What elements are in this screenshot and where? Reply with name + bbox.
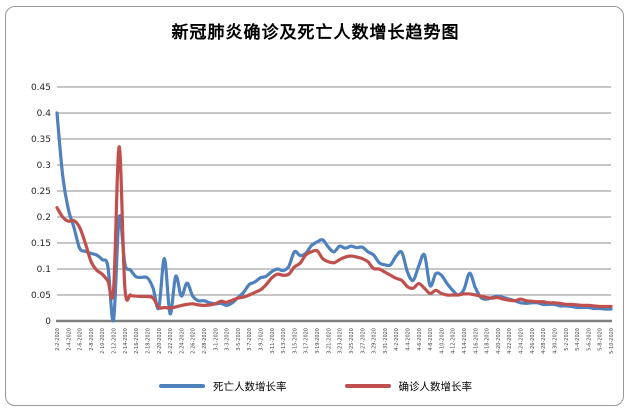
svg-text:2-24-2020: 2-24-2020 (179, 328, 185, 354)
svg-text:5-2-2020: 5-2-2020 (564, 328, 570, 351)
svg-text:4-10-2020: 4-10-2020 (439, 328, 445, 354)
legend-line-sample-blue (159, 384, 205, 388)
svg-text:4-26-2020: 4-26-2020 (530, 328, 536, 354)
svg-text:3-23-2020: 3-23-2020 (338, 328, 344, 354)
svg-text:3-7-2020: 3-7-2020 (247, 328, 253, 351)
chart-title: 新冠肺炎确诊及死亡人数增长趋势图 (171, 23, 460, 43)
svg-text:4-24-2020: 4-24-2020 (519, 328, 525, 354)
svg-text:5-10-2020: 5-10-2020 (609, 328, 615, 354)
x-axis-labels: 2-2-2020 2-4-2020 2-6-2020 2-8-2020 2-10-202… (55, 328, 615, 354)
svg-text:2-2-2020: 2-2-2020 (55, 328, 61, 351)
svg-text:2-18-2020: 2-18-2020 (145, 328, 151, 354)
svg-text:2-8-2020: 2-8-2020 (89, 328, 95, 351)
legend-item-confirmed-growth-rate[interactable]: 确诊人数增长率 (344, 379, 473, 394)
svg-text:0: 0 (45, 317, 51, 327)
svg-text:3-11-2020: 3-11-2020 (270, 328, 276, 354)
legend-line-sample-red (344, 384, 391, 388)
svg-text:4-4-2020: 4-4-2020 (405, 328, 411, 351)
svg-text:4-30-2020: 4-30-2020 (552, 328, 558, 354)
svg-text:3-29-2020: 3-29-2020 (372, 328, 378, 354)
svg-text:2-26-2020: 2-26-2020 (191, 328, 197, 354)
svg-text:5-6-2020: 5-6-2020 (586, 328, 592, 351)
svg-text:3-17-2020: 3-17-2020 (304, 328, 310, 354)
svg-text:5-8-2020: 5-8-2020 (598, 328, 604, 351)
svg-text:3-21-2020: 3-21-2020 (326, 328, 332, 354)
svg-text:3-27-2020: 3-27-2020 (360, 328, 366, 354)
svg-text:2-12-2020: 2-12-2020 (112, 328, 118, 354)
svg-text:4-16-2020: 4-16-2020 (473, 328, 479, 354)
svg-text:3-3-2020: 3-3-2020 (225, 328, 231, 351)
svg-text:0.45: 0.45 (31, 83, 51, 93)
legend: 死亡人数增长率 确诊人数增长率 (0, 376, 631, 396)
svg-text:4-18-2020: 4-18-2020 (485, 328, 491, 354)
svg-text:4-22-2020: 4-22-2020 (507, 328, 513, 354)
svg-text:4-6-2020: 4-6-2020 (417, 328, 423, 351)
svg-text:0.15: 0.15 (31, 239, 51, 249)
svg-text:3-9-2020: 3-9-2020 (259, 328, 265, 351)
svg-text:4-12-2020: 4-12-2020 (451, 328, 457, 354)
svg-text:2-6-2020: 2-6-2020 (78, 328, 84, 351)
svg-text:0.3: 0.3 (37, 161, 51, 171)
svg-text:0.4: 0.4 (37, 109, 52, 119)
svg-text:0.25: 0.25 (31, 187, 51, 197)
svg-text:3-31-2020: 3-31-2020 (383, 328, 389, 354)
svg-text:5-4-2020: 5-4-2020 (575, 328, 581, 351)
svg-text:2-22-2020: 2-22-2020 (168, 328, 174, 354)
svg-text:3-5-2020: 3-5-2020 (236, 328, 242, 351)
y-axis-labels: 0.45 0.4 0.35 0.3 0.25 0.2 0.15 0.1 0.05 0 (31, 83, 51, 327)
legend-label-death-growth-rate: 死亡人数增长率 (213, 380, 287, 393)
svg-text:3-1-2020: 3-1-2020 (213, 328, 219, 351)
svg-text:4-14-2020: 4-14-2020 (462, 328, 468, 354)
svg-text:0.2: 0.2 (37, 213, 51, 223)
svg-text:0.35: 0.35 (31, 135, 51, 145)
svg-text:3-25-2020: 3-25-2020 (349, 328, 355, 354)
svg-text:2-20-2020: 2-20-2020 (157, 328, 163, 354)
gridlines (57, 86, 611, 296)
svg-text:4-20-2020: 4-20-2020 (496, 328, 502, 354)
svg-text:3-15-2020: 3-15-2020 (292, 328, 298, 354)
series-line-confirmed-growth-rate (55, 145, 613, 310)
svg-text:2-16-2020: 2-16-2020 (134, 328, 140, 354)
svg-text:2-14-2020: 2-14-2020 (123, 328, 129, 354)
svg-text:4-28-2020: 4-28-2020 (541, 328, 547, 354)
svg-text:2-4-2020: 2-4-2020 (66, 328, 72, 351)
svg-text:4-2-2020: 4-2-2020 (394, 328, 400, 351)
svg-text:2-28-2020: 2-28-2020 (202, 328, 208, 354)
svg-text:0.1: 0.1 (37, 265, 51, 275)
svg-text:3-19-2020: 3-19-2020 (315, 328, 321, 354)
series-line-death-growth-rate (55, 111, 613, 323)
legend-label-confirmed-growth-rate: 确诊人数增长率 (398, 380, 473, 393)
legend-item-death-growth-rate[interactable]: 死亡人数增长率 (159, 379, 287, 394)
svg-text:2-10-2020: 2-10-2020 (100, 328, 106, 354)
svg-text:4-8-2020: 4-8-2020 (428, 328, 434, 351)
svg-text:3-13-2020: 3-13-2020 (281, 328, 287, 354)
svg-text:0.05: 0.05 (31, 291, 51, 301)
